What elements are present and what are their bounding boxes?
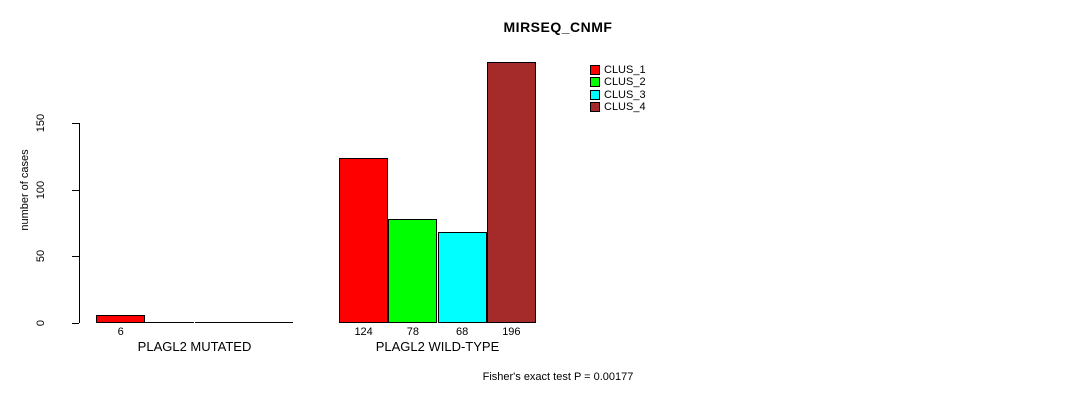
legend-swatch-clus_1 (590, 65, 600, 75)
y-tick-label: 0 (35, 319, 47, 327)
legend-label-clus_2: CLUS_2 (604, 76, 646, 88)
legend-label-clus_3: CLUS_3 (604, 89, 646, 101)
bar-clus_2 (388, 219, 437, 323)
zero-height-bar-clus_2 (145, 322, 194, 323)
bar-value-label: 68 (456, 326, 469, 338)
zero-height-bar-clus_4 (244, 322, 293, 323)
y-axis-line (79, 123, 80, 323)
legend-swatch-clus_4 (590, 102, 600, 112)
x-axis-group-label: PLAGL2 WILD-TYPE (375, 339, 500, 354)
legend-label-clus_1: CLUS_1 (604, 64, 646, 76)
bar-value-label: 6 (117, 326, 124, 338)
chart-title: MIRSEQ_CNMF (503, 19, 613, 35)
legend-label-clus_4: CLUS_4 (604, 101, 646, 113)
legend-swatch-clus_2 (590, 77, 600, 87)
y-axis-label: number of cases (19, 149, 31, 231)
bar-clus_4 (487, 62, 536, 323)
y-axis-tick (72, 323, 79, 324)
bar-clus_3 (438, 232, 487, 323)
y-tick-label: 150 (35, 113, 47, 133)
zero-height-bar-clus_3 (195, 322, 244, 323)
bar-value-label: 196 (502, 326, 521, 338)
y-tick-label: 100 (35, 180, 47, 200)
bar-value-label: 124 (354, 326, 373, 338)
bar-clus_1 (96, 315, 145, 323)
bar-value-label: 78 (406, 326, 419, 338)
y-tick-label: 50 (35, 249, 47, 263)
y-axis-tick (72, 190, 79, 191)
p-value-annotation: Fisher's exact test P = 0.00177 (482, 371, 634, 383)
legend-swatch-clus_3 (590, 90, 600, 100)
y-axis-tick (72, 123, 79, 124)
x-axis-group-label: PLAGL2 MUTATED (137, 339, 252, 354)
y-axis-tick (72, 256, 79, 257)
bar-clus_1 (339, 158, 388, 323)
